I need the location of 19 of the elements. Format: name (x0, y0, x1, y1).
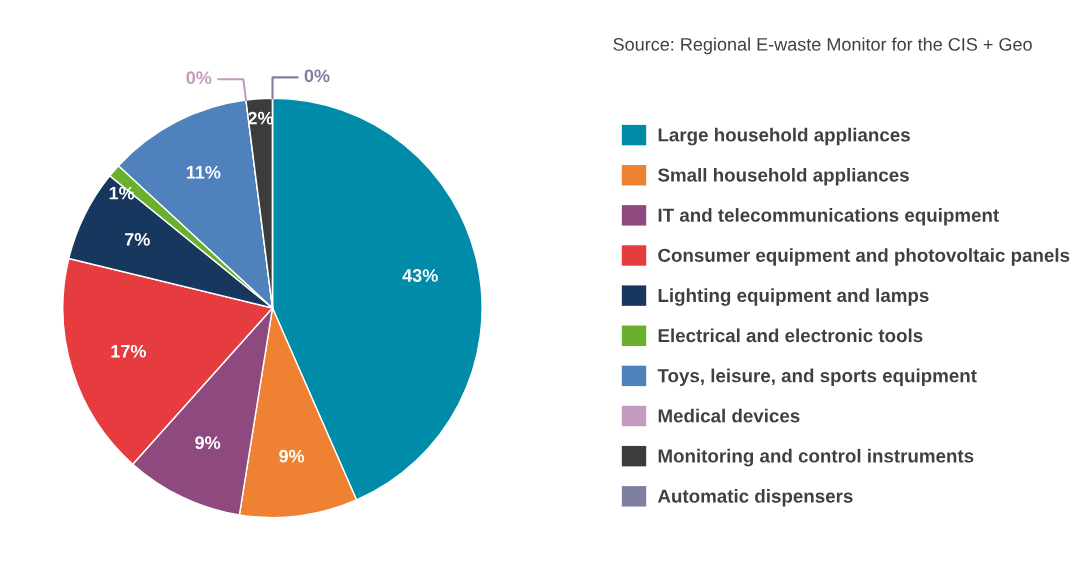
data-label: 43% (402, 269, 438, 282)
legend-label: IT and telecommunications equipment (658, 208, 999, 226)
legend-label: Automatic dispensers (657, 489, 853, 507)
legend-label: Electrical and electronic tools (658, 328, 923, 343)
text: 0% (186, 71, 212, 85)
legend-label: Lighting equipment and lamps (658, 288, 929, 306)
data-label: 17% (111, 344, 146, 358)
legend-label: Consumer equipment and photovoltaic panels (658, 248, 1070, 266)
data-label: 9% (279, 449, 305, 463)
text: 0% (304, 69, 330, 83)
data-label: 7% (125, 233, 150, 246)
data-label: 9% (195, 436, 221, 450)
data-label: 11% (186, 165, 221, 179)
source-note: Source: Regional E-waste Monitor for the CIS + Geo (613, 37, 1032, 55)
legend-label: Large household appliances (658, 127, 910, 146)
legend-label: Small household appliances (657, 167, 909, 186)
legend-label: Toys, leisure, and sports equipment (657, 368, 977, 387)
legend-label: Monitoring and control instruments (658, 448, 974, 467)
legend-label: Medical devices (658, 408, 800, 423)
